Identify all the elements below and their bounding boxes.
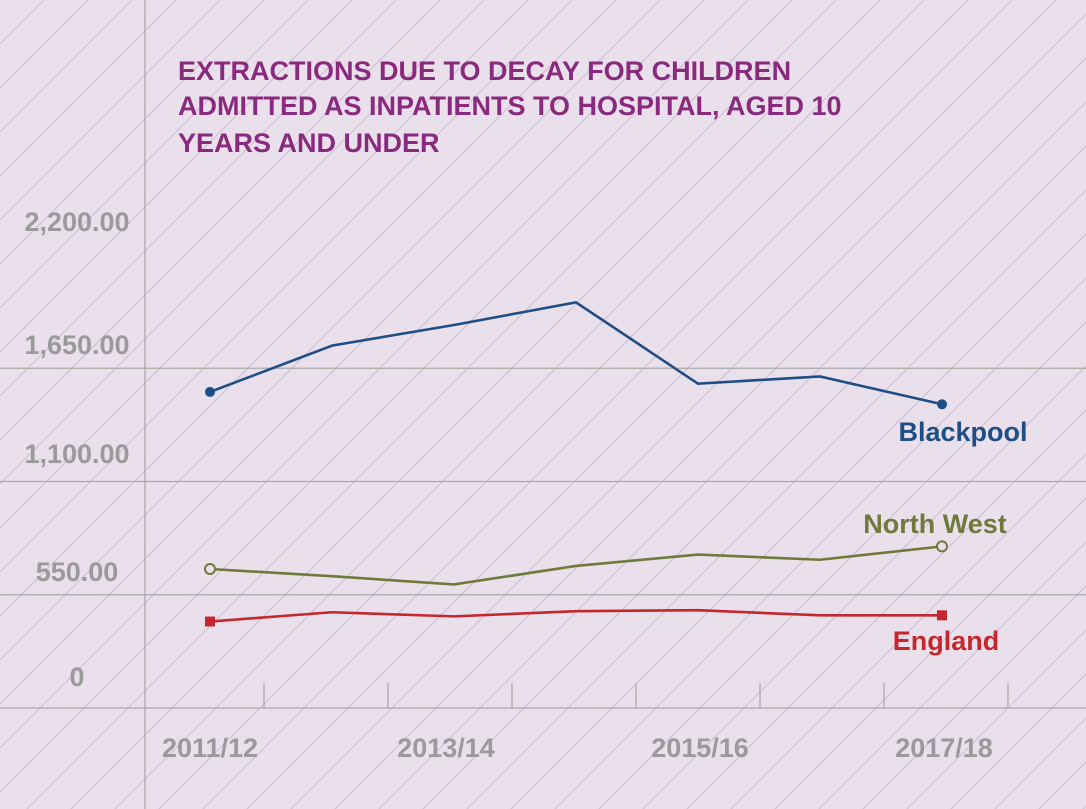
y-tick-label: 0 [69, 662, 84, 692]
data-point [937, 610, 947, 621]
chart-title: EXTRACTIONS DUE TO DECAY FOR CHILDREN AD… [178, 56, 842, 158]
y-tick-label: 550.00 [36, 557, 119, 587]
series-line-blackpool [209, 300, 943, 406]
series-lines [204, 300, 948, 627]
data-point [204, 563, 216, 576]
data-point [205, 616, 215, 627]
y-tick-label: 1,650.00 [24, 330, 129, 360]
data-point [205, 386, 215, 397]
x-tick-label: 2011/12 [162, 733, 258, 763]
series-label-england: England [893, 626, 1000, 656]
data-point [937, 399, 947, 410]
y-tick-label: 2,200.00 [24, 207, 129, 237]
series-label-blackpool: Blackpool [898, 417, 1027, 447]
y-tick-label: 1,100.00 [24, 439, 129, 469]
series-line-england [209, 608, 942, 623]
series-label-north-west: North West [863, 509, 1007, 539]
y-axis-tick-labels: 0 550.00 1,100.00 1,650.00 2,200.00 [24, 207, 129, 692]
data-point [936, 540, 948, 553]
x-tick-label: 2015/16 [651, 733, 749, 763]
x-tick-label: 2017/18 [895, 733, 993, 763]
series-labels: Blackpool North West England [863, 417, 1027, 656]
chart-title-line-3: YEARS AND UNDER [178, 128, 440, 158]
chart-title-line-1: EXTRACTIONS DUE TO DECAY FOR CHILDREN [178, 56, 791, 86]
x-tick-label: 2013/14 [397, 733, 495, 763]
x-axis-tick-labels: 2011/12 2013/14 2015/16 2017/18 [162, 733, 993, 763]
chart-title-line-2: ADMITTED AS INPATIENTS TO HOSPITAL, AGED… [178, 91, 842, 121]
series-line-north-west [209, 545, 943, 586]
